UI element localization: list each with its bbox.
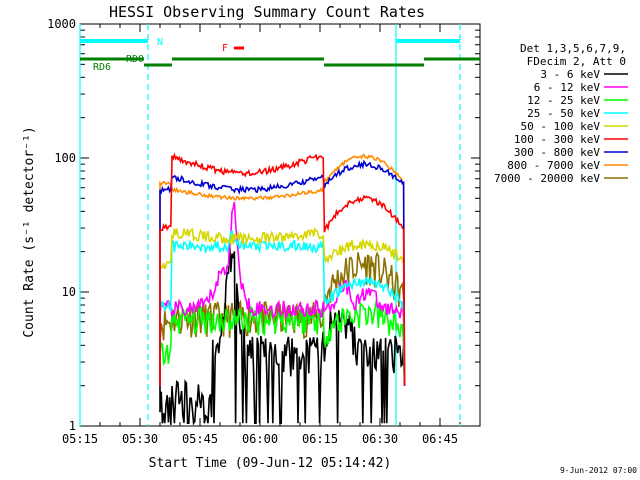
legend-entry: 12 - 25 keV bbox=[527, 94, 600, 107]
x-axis-label: Start Time (09-Jun-12 05:14:42) bbox=[149, 456, 392, 471]
series-line bbox=[159, 153, 406, 386]
x-tick-label: 05:15 bbox=[62, 432, 98, 446]
legend-entry: 3 - 6 keV bbox=[540, 68, 600, 81]
series-line bbox=[159, 159, 406, 386]
legend-entry: 6 - 12 keV bbox=[534, 81, 601, 94]
series-line bbox=[159, 243, 406, 426]
x-tick-label: 06:45 bbox=[422, 432, 458, 446]
y-tick-label: 1 bbox=[69, 419, 76, 433]
y-axis-label: Count Rate (s⁻¹ detector⁻¹) bbox=[22, 126, 37, 337]
plot-frame bbox=[79, 23, 481, 427]
series-line bbox=[159, 201, 406, 386]
series-line bbox=[159, 152, 406, 386]
footer-date: 9-Jun-2012 07:00 bbox=[560, 466, 637, 475]
legend-entry: 800 - 7000 keV bbox=[507, 159, 600, 172]
legend-entry: 7000 - 20000 keV bbox=[494, 172, 600, 185]
series-line bbox=[159, 227, 406, 386]
y-tick-label: 1000 bbox=[47, 17, 76, 31]
legend-header: FDecim 2, Att 0 bbox=[527, 55, 626, 68]
y-tick-label: 10 bbox=[62, 285, 76, 299]
night-flag-label: N bbox=[157, 37, 163, 48]
legend-header: Det 1,3,5,6,7,9, bbox=[520, 42, 626, 55]
x-tick-label: 06:00 bbox=[242, 432, 278, 446]
series-line bbox=[159, 251, 406, 386]
y-tick-label: 100 bbox=[54, 151, 76, 165]
legend-entry: 300 - 800 keV bbox=[514, 146, 600, 159]
x-tick-label: 06:15 bbox=[302, 432, 338, 446]
plot-area: 1 10 100 1000 05:15 05:30 05:45 06:00 06:15 06:30… bbox=[47, 17, 481, 446]
legend-entry: 100 - 300 keV bbox=[514, 133, 600, 146]
rd0-flag-label: RD0 bbox=[126, 54, 144, 65]
chart-title: HESSI Observing Summary Count Rates bbox=[109, 3, 425, 21]
x-tick-label: 06:30 bbox=[362, 432, 398, 446]
rd6-flag-label: RD6 bbox=[93, 62, 111, 73]
legend-entry: 25 - 50 keV bbox=[527, 107, 600, 120]
legend: Det 1,3,5,6,7,9,FDecim 2, Att 03 - 6 keV… bbox=[494, 42, 628, 185]
series-line bbox=[159, 229, 406, 386]
x-tick-label: 05:45 bbox=[182, 432, 218, 446]
flare-flag-label: F bbox=[222, 43, 228, 54]
x-tick-label: 05:30 bbox=[122, 432, 158, 446]
legend-entry: 50 - 100 keV bbox=[521, 120, 601, 133]
